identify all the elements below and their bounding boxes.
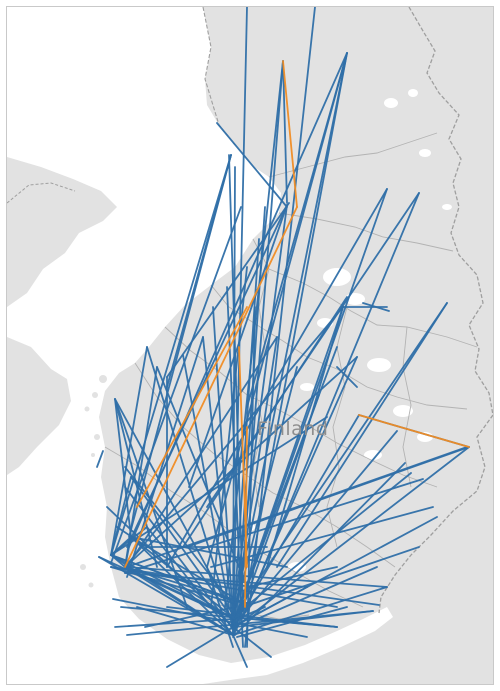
route-line[interactable] xyxy=(124,486,234,630)
country-label: Finland xyxy=(257,418,328,440)
route-line[interactable] xyxy=(124,566,244,604)
route-line-highlight[interactable] xyxy=(244,426,248,608)
route-line[interactable] xyxy=(236,206,266,618)
route-line-highlight[interactable] xyxy=(358,414,470,448)
route-line[interactable] xyxy=(212,306,234,620)
island xyxy=(94,434,100,440)
route-line[interactable] xyxy=(232,336,278,628)
land-sweden-south xyxy=(7,337,71,475)
route-line[interactable] xyxy=(238,306,344,608)
route-line-highlight[interactable] xyxy=(136,306,248,508)
route-line[interactable] xyxy=(232,634,248,668)
route-line[interactable] xyxy=(232,602,244,636)
route-line[interactable] xyxy=(228,154,244,608)
island xyxy=(88,582,94,588)
route-line[interactable] xyxy=(256,566,378,620)
route-line[interactable] xyxy=(242,52,348,612)
route-line[interactable] xyxy=(166,154,232,388)
route-line[interactable] xyxy=(166,188,388,568)
route-line[interactable] xyxy=(110,554,244,604)
route-line[interactable] xyxy=(232,626,272,658)
route-line[interactable] xyxy=(276,302,448,568)
route-line[interactable] xyxy=(124,356,358,568)
route-line[interactable] xyxy=(234,346,338,620)
route-line[interactable] xyxy=(110,554,126,568)
route-line[interactable] xyxy=(232,586,308,628)
island xyxy=(91,453,95,457)
route-line[interactable] xyxy=(110,566,234,604)
route-line[interactable] xyxy=(124,536,132,568)
route-line[interactable] xyxy=(232,356,358,638)
route-line[interactable] xyxy=(232,238,260,630)
route-line[interactable] xyxy=(236,606,348,638)
route-line[interactable] xyxy=(234,462,406,636)
route-line[interactable] xyxy=(124,466,236,608)
route-line[interactable] xyxy=(130,536,244,604)
route-line[interactable] xyxy=(114,618,234,628)
route-line[interactable] xyxy=(124,478,424,574)
island xyxy=(84,406,90,412)
route-line[interactable] xyxy=(232,446,470,630)
route-line[interactable] xyxy=(182,354,230,608)
route-line[interactable] xyxy=(216,122,288,208)
routes-layer xyxy=(96,7,470,668)
route-line[interactable] xyxy=(166,626,234,668)
route-line[interactable] xyxy=(110,554,236,620)
route-line[interactable] xyxy=(130,536,236,620)
route-line[interactable] xyxy=(124,366,158,568)
land-sweden xyxy=(7,157,117,307)
route-map[interactable]: Finland xyxy=(7,7,493,684)
route-line[interactable] xyxy=(110,206,242,564)
route-line[interactable] xyxy=(232,366,298,620)
national-border xyxy=(378,7,493,614)
route-line[interactable] xyxy=(126,566,388,588)
island xyxy=(99,375,107,383)
route-line[interactable] xyxy=(282,60,288,204)
route-line[interactable] xyxy=(96,450,104,468)
route-line[interactable] xyxy=(110,416,328,556)
route-line[interactable] xyxy=(336,366,358,388)
island xyxy=(80,564,86,570)
route-line[interactable] xyxy=(126,610,374,636)
route-line[interactable] xyxy=(110,536,132,556)
route-line[interactable] xyxy=(110,346,148,556)
route-line[interactable] xyxy=(246,566,338,588)
route-line[interactable] xyxy=(206,52,348,568)
route-line[interactable] xyxy=(232,302,448,618)
route-line-highlight[interactable] xyxy=(282,60,298,208)
route-line[interactable] xyxy=(130,536,288,568)
route-line[interactable] xyxy=(128,52,348,548)
route-line[interactable] xyxy=(156,366,248,588)
route-line[interactable] xyxy=(236,606,266,620)
sea-area xyxy=(7,7,393,684)
route-line[interactable] xyxy=(362,302,390,312)
island xyxy=(92,392,98,398)
route-line[interactable] xyxy=(110,154,232,556)
route-line[interactable] xyxy=(110,476,132,556)
route-line[interactable] xyxy=(130,536,234,636)
route-line-highlight[interactable] xyxy=(124,206,298,568)
map-frame[interactable]: Finland xyxy=(6,6,494,685)
water-lake xyxy=(7,7,193,167)
route-line[interactable] xyxy=(230,52,348,630)
route-line[interactable] xyxy=(136,606,234,636)
route-line[interactable] xyxy=(112,598,308,638)
